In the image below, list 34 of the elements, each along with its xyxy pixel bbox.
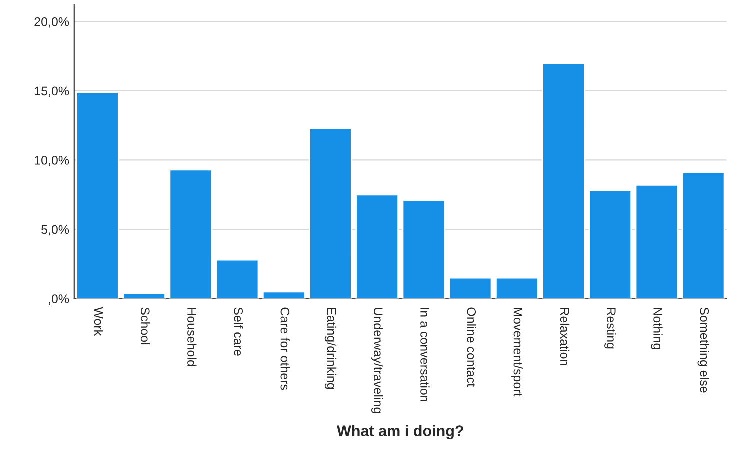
x-tick-label: In a conversation	[420, 308, 430, 402]
bar	[682, 172, 726, 299]
y-tick-label: 15,0%	[35, 86, 70, 98]
y-tick-label: 10,0%	[35, 156, 70, 166]
bar	[356, 194, 400, 299]
bar	[588, 190, 632, 299]
x-tick-label: School	[140, 308, 150, 345]
bar	[169, 169, 213, 299]
x-tick-label: Self care	[234, 308, 244, 356]
bar	[542, 62, 586, 299]
x-tick-label: Household	[188, 308, 197, 366]
x-tick-label: Underway/traveling	[372, 308, 384, 414]
x-tick-label: Resting	[604, 308, 616, 349]
y-tick-label: 5,0%	[42, 225, 70, 236]
bar	[635, 184, 679, 299]
x-tick-label: Eating/drinking	[324, 308, 337, 390]
x-tick-label: Movement/sport	[511, 308, 523, 397]
bar	[262, 291, 306, 299]
bar	[309, 128, 352, 299]
x-tick-label: Online contact	[467, 308, 476, 387]
bar	[495, 277, 539, 299]
x-tick-label: Nothing	[651, 308, 663, 350]
y-tick-label: 20,0%	[34, 17, 70, 28]
y-tick-label: ,0%	[49, 294, 70, 305]
bar	[122, 292, 166, 299]
x-axis-title: What am i doing?	[337, 425, 464, 440]
bar	[448, 277, 492, 299]
bar	[402, 200, 446, 299]
x-tick-label: Work	[94, 307, 104, 336]
x-tick-label: Something else	[698, 308, 710, 393]
x-tick-label: Care for others	[280, 308, 290, 390]
x-tick-label: Relaxation	[560, 308, 570, 366]
bar	[216, 259, 260, 299]
bar	[76, 92, 120, 299]
